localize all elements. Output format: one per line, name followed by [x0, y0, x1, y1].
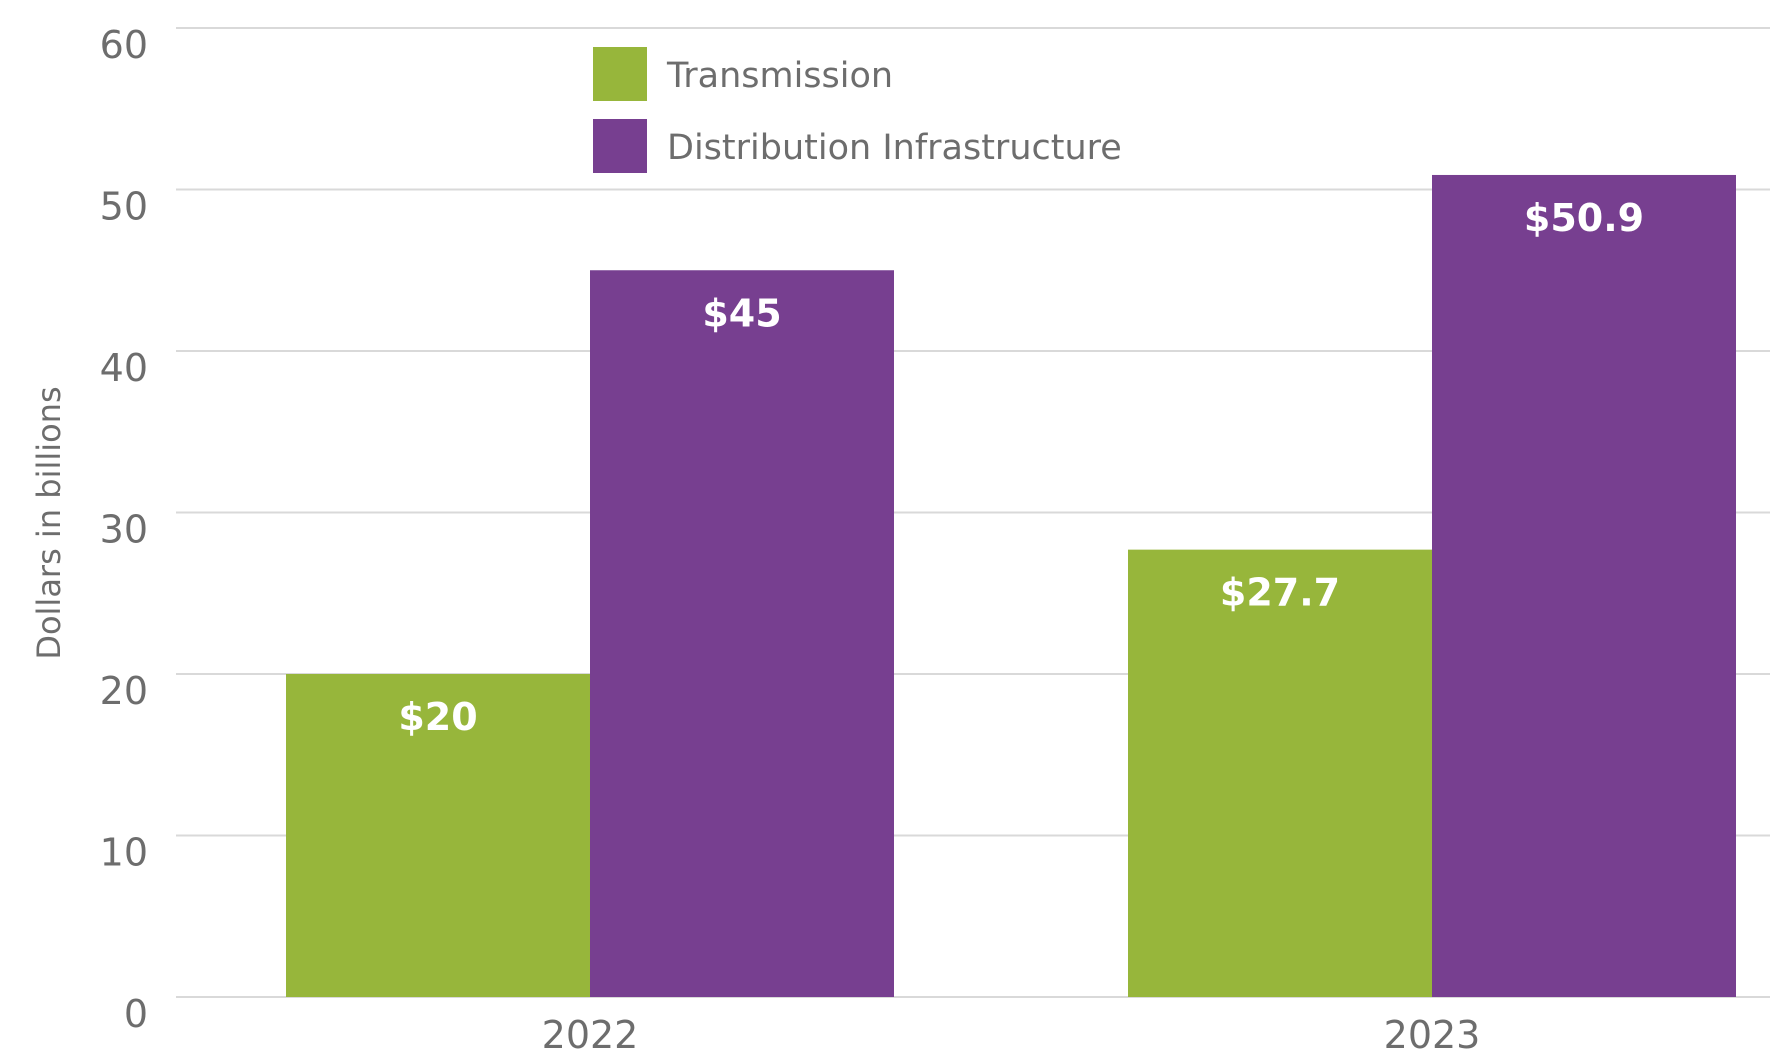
y-tick-label: 10 — [100, 831, 148, 875]
bar-distribution-infrastructure-2023 — [1432, 174, 1736, 998]
data-labels: $20 $45 $27.7 $50.9 — [398, 196, 1644, 739]
data-label: $27.7 — [1220, 571, 1340, 615]
legend-label: Transmission — [666, 56, 893, 96]
y-tick-label: 0 — [124, 992, 148, 1036]
y-axis-title: Dollars in billions — [30, 386, 68, 659]
bar-distribution-infrastructure-2022 — [590, 270, 894, 997]
y-axis: 0 10 20 30 40 50 60 — [100, 23, 148, 1036]
bar-transmission-2023 — [1128, 549, 1432, 997]
legend-label: Distribution Infrastructure — [667, 128, 1122, 168]
legend-swatch — [593, 47, 647, 101]
y-tick-label: 20 — [100, 669, 148, 713]
data-label: $50.9 — [1524, 196, 1644, 240]
y-tick-label: 30 — [100, 508, 148, 552]
data-label: $45 — [702, 291, 781, 335]
x-tick-label: 2023 — [1384, 1013, 1481, 1053]
x-axis: 2022 2023 — [542, 1013, 1481, 1053]
data-label: $20 — [398, 695, 477, 739]
bar-transmission-2022 — [286, 674, 590, 997]
bars — [286, 174, 1736, 998]
y-tick-label: 40 — [100, 346, 148, 390]
y-tick-label: 60 — [100, 23, 148, 67]
legend: Transmission Distribution Infrastructure — [593, 47, 1122, 173]
x-tick-label: 2022 — [542, 1013, 639, 1053]
legend-swatch — [593, 119, 647, 173]
y-tick-label: 50 — [100, 185, 148, 229]
